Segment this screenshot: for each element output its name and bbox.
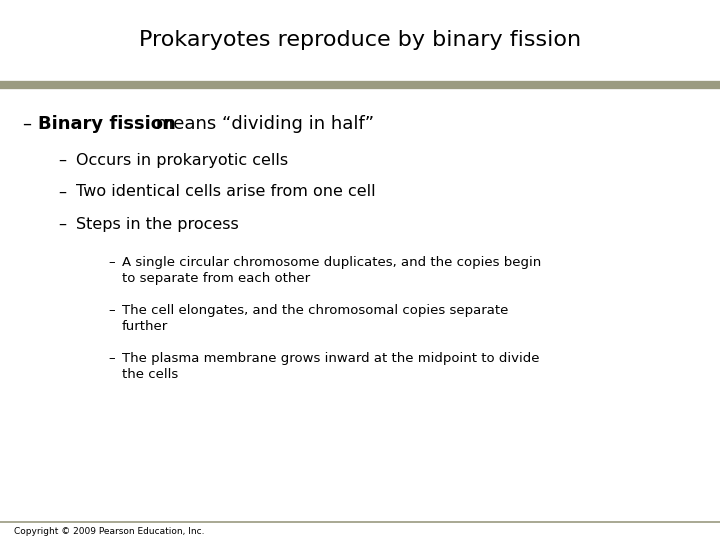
Text: –: – [58,185,66,199]
Text: –: – [108,304,114,317]
Text: –: – [108,256,114,269]
Text: Prokaryotes reproduce by binary fission: Prokaryotes reproduce by binary fission [139,30,581,50]
Text: A single circular chromosome duplicates, and the copies begin
to separate from e: A single circular chromosome duplicates,… [122,256,541,285]
Text: Copyright © 2009 Pearson Education, Inc.: Copyright © 2009 Pearson Education, Inc. [14,528,204,537]
Text: –: – [22,115,31,133]
Text: –: – [58,217,66,232]
Text: means “dividing in half”: means “dividing in half” [150,115,374,133]
Text: Binary fission: Binary fission [38,115,176,133]
Text: Occurs in prokaryotic cells: Occurs in prokaryotic cells [76,152,288,167]
Text: Two identical cells arise from one cell: Two identical cells arise from one cell [76,185,376,199]
Text: Steps in the process: Steps in the process [76,217,239,232]
Text: The cell elongates, and the chromosomal copies separate
further: The cell elongates, and the chromosomal … [122,304,508,333]
Text: –: – [108,352,114,365]
Text: –: – [58,152,66,167]
Text: The plasma membrane grows inward at the midpoint to divide
the cells: The plasma membrane grows inward at the … [122,352,539,381]
